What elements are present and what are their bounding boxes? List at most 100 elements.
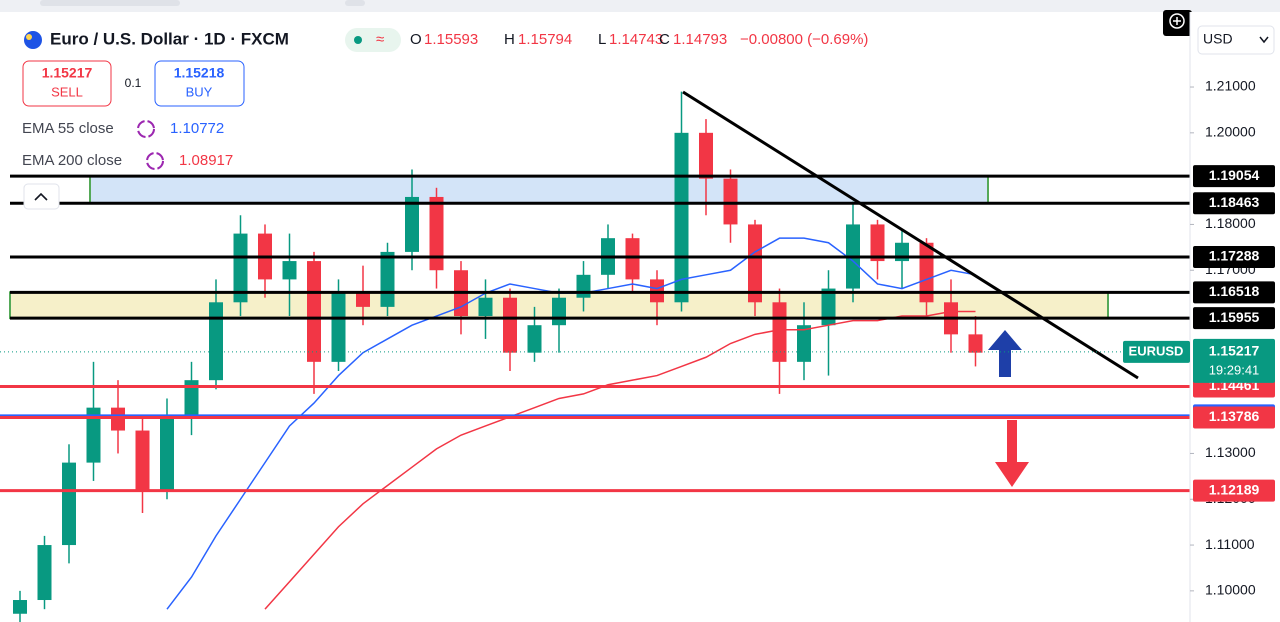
sell-label: SELL [51,84,83,99]
candle-body [674,132,689,303]
candle-body [356,293,370,307]
level-tag [1193,479,1275,502]
top-strip [0,0,1280,12]
level-tag [1193,246,1275,269]
indicator-value: 1.10772 [170,120,224,137]
candle-body [282,261,297,280]
candle-body [429,196,444,271]
candle-body [331,293,346,362]
level-tag [1193,165,1275,188]
price-tag [1193,338,1275,383]
chart-layer [0,90,1190,622]
level-label: 1.13786 [1209,408,1260,424]
y-tick-label: 1.21000 [1205,78,1256,94]
candle-body [772,302,787,362]
y-tick-label: 1.11000 [1205,536,1255,552]
y-tick-label: 1.13000 [1205,444,1256,460]
candle-body [405,196,419,252]
buy-button[interactable] [154,60,245,107]
down-arrow [995,420,1029,487]
candle-body [37,545,52,601]
status-badge [345,28,401,52]
symbol-tag [1123,340,1190,363]
candle-body [135,430,150,491]
candle-body [380,251,395,307]
ohlc-value: 1.14743 [609,31,663,48]
candle-body [968,334,983,353]
quantity: 0.1 [125,76,142,90]
symbol-title: Euro / U.S. Dollar · 1D · FXCM [50,29,289,48]
candle-body [209,302,223,381]
indicator-icon[interactable] [137,120,155,138]
collapse-icon [34,192,48,201]
candle-body [307,261,321,362]
candle-body [625,238,640,280]
sell-price: 1.15217 [42,65,93,81]
ohlc-key: H [504,31,515,48]
candle-body [552,297,566,326]
indicator-name: EMA 55 close [22,120,114,137]
symbol-icon [26,34,32,40]
ohlc-value: 1.15593 [424,31,478,48]
candle-body [821,288,836,326]
add-icon [1169,13,1185,29]
indicator-icon[interactable] [146,152,164,170]
candle-body [13,600,27,614]
candle-body [870,224,885,262]
candle-body [184,380,199,417]
candle-body [233,233,248,303]
candle-body [62,462,76,546]
level-tag [1193,192,1275,215]
level-label: 1.16518 [1209,283,1260,299]
level-label: 1.15955 [1209,309,1260,325]
ohlc-value: 1.15794 [518,31,572,48]
candle-body [723,178,738,225]
trendline [682,90,1139,380]
price-axis: USD1.210001.200001.180001.170001.130001.… [1123,12,1280,622]
dropdown-icon [1259,36,1269,44]
level-tag [1193,406,1275,429]
symbol-icon [24,31,42,49]
ohlc-value: 1.14793 [673,31,727,48]
currency-select[interactable] [1197,25,1275,55]
y-tick-label: 1.20000 [1205,124,1256,140]
countdown: 19:29:41 [1209,362,1260,377]
candle-body [699,132,713,179]
candle-body [527,325,542,353]
price-label: 1.15217 [1209,343,1260,359]
ohlc-key: C [659,31,670,48]
change: −0.00800 (−0.69%) [740,31,868,48]
ohlc-key: L [598,31,606,48]
status-dot [354,36,362,44]
collapse-button[interactable] [23,183,60,210]
level-label: 1.18463 [1209,194,1260,210]
indicator-name: EMA 200 close [22,152,122,169]
y-tick-label: 1.10000 [1205,582,1256,598]
level-label: 1.17288 [1209,248,1260,264]
sell-button[interactable] [22,60,112,107]
candle-body [478,297,493,317]
symbol-label: EURUSD [1129,343,1184,358]
up-arrow [988,330,1022,377]
candle-body [86,407,101,463]
indicator-legend: EMA 55 close 1.10772 EMA 200 close 1.08917 [22,120,233,170]
buy-price: 1.15218 [174,65,225,81]
ema-line [264,310,976,610]
candle-body [503,297,517,353]
candle-body [748,224,762,303]
indicator-value: 1.08917 [179,152,233,169]
status-icon: ≈ [376,31,384,48]
level-tag [1193,307,1275,330]
candle-body [797,325,811,362]
buy-label: BUY [186,84,213,99]
level-label: 1.12189 [1209,481,1260,497]
y-tick-label: 1.18000 [1205,215,1256,231]
tab [40,0,180,6]
candle-body [111,407,125,431]
level-label: 1.19054 [1209,167,1260,183]
candle-body [576,274,591,298]
level-tag [1193,281,1275,304]
